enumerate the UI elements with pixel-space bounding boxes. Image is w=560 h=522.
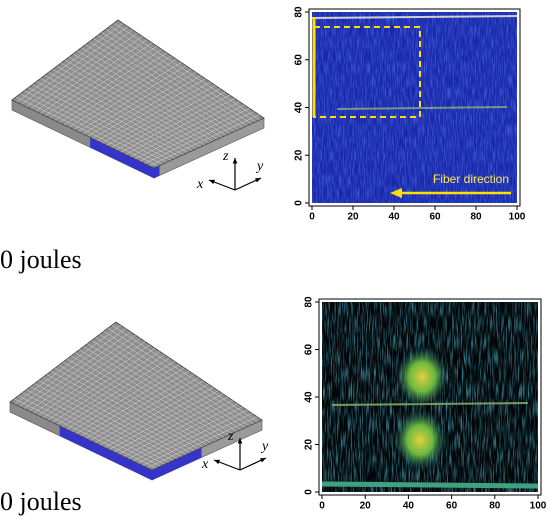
mesh-line bbox=[30, 386, 174, 461]
y-tick-label: 20 bbox=[304, 439, 315, 451]
mesh-line bbox=[68, 56, 214, 142]
mesh-line bbox=[26, 389, 170, 463]
mesh-line bbox=[58, 364, 203, 448]
x-tick-label: 20 bbox=[360, 501, 372, 512]
y-tick-label: 0 bbox=[294, 200, 305, 206]
mesh-line bbox=[28, 87, 172, 161]
plate-top bbox=[9, 321, 263, 471]
axis-label: y bbox=[260, 439, 269, 454]
y-tick-label: 80 bbox=[294, 6, 305, 18]
y-tick-label: 60 bbox=[304, 344, 315, 356]
mesh-line bbox=[22, 392, 165, 465]
mesh-line bbox=[113, 22, 260, 121]
y-tick-label: 40 bbox=[304, 391, 315, 403]
mesh-line bbox=[103, 331, 250, 426]
x-tick-label: 80 bbox=[470, 212, 482, 223]
x-tick-label: 100 bbox=[509, 212, 526, 223]
mesh-line bbox=[13, 398, 157, 469]
mesh-line bbox=[81, 47, 227, 136]
y-tick-label: 0 bbox=[304, 489, 315, 495]
triad-head bbox=[255, 178, 261, 183]
axis-label: x bbox=[201, 457, 209, 472]
mesh-line bbox=[107, 327, 254, 425]
mesh-line bbox=[50, 371, 195, 451]
mesh-line bbox=[105, 29, 252, 124]
mesh-line bbox=[85, 44, 231, 134]
mesh-line bbox=[77, 50, 222, 138]
damage-blob bbox=[396, 347, 448, 407]
x-tick-label: 0 bbox=[319, 501, 325, 512]
mesh-line bbox=[64, 59, 210, 144]
mesh-line bbox=[89, 41, 235, 132]
x-tick-label: 80 bbox=[489, 501, 501, 512]
scan-edge bbox=[321, 481, 539, 489]
mesh-line bbox=[34, 383, 178, 459]
region-box bbox=[313, 26, 421, 118]
mesh-line bbox=[99, 334, 246, 428]
damage bbox=[90, 137, 160, 178]
mesh-line bbox=[54, 367, 199, 450]
triad-head bbox=[260, 458, 266, 463]
y-tick-label: 80 bbox=[304, 296, 315, 308]
triad-head bbox=[214, 459, 220, 465]
mesh-line bbox=[111, 324, 258, 423]
mesh-line bbox=[24, 90, 167, 163]
y-tick-label: 20 bbox=[294, 149, 305, 161]
mesh-line bbox=[60, 62, 205, 146]
mesh-line bbox=[42, 377, 186, 455]
x-tick-label: 60 bbox=[446, 501, 458, 512]
mesh-line bbox=[38, 380, 182, 457]
plate-top bbox=[11, 19, 265, 169]
mesh-line bbox=[18, 395, 161, 467]
mesh-line bbox=[91, 340, 237, 432]
annotation: Fiber direction bbox=[433, 172, 509, 186]
damage-blob bbox=[394, 410, 446, 470]
triad-head bbox=[232, 158, 238, 164]
mesh-line bbox=[46, 374, 191, 453]
mesh-line bbox=[101, 32, 248, 126]
x-tick-label: 0 bbox=[309, 212, 315, 223]
x-tick-label: 40 bbox=[388, 212, 400, 223]
mesh-line bbox=[93, 38, 239, 130]
y-tick-label: 60 bbox=[294, 54, 305, 66]
axis-label: z bbox=[227, 429, 234, 444]
triad-head bbox=[237, 438, 243, 444]
row-label: 0 joules bbox=[0, 245, 82, 274]
mesh-line bbox=[44, 75, 188, 153]
mesh-line bbox=[75, 352, 220, 440]
x-tick-label: 100 bbox=[530, 501, 547, 512]
scan-edge bbox=[311, 15, 518, 19]
damage bbox=[59, 425, 202, 480]
delam-line bbox=[336, 106, 508, 110]
x-tick-label: 60 bbox=[429, 212, 441, 223]
row-label: 0 joules bbox=[0, 487, 82, 516]
mesh-line bbox=[71, 355, 216, 442]
fiber-arrow-head bbox=[390, 188, 402, 198]
mesh-line bbox=[109, 25, 256, 123]
mesh-line bbox=[62, 361, 208, 446]
mesh-line bbox=[20, 93, 163, 165]
x-tick-label: 40 bbox=[403, 501, 415, 512]
mesh-line bbox=[36, 81, 180, 157]
mesh-line bbox=[87, 343, 233, 434]
mesh-line bbox=[48, 72, 193, 151]
axis-label: z bbox=[222, 149, 229, 164]
x-tick-label: 20 bbox=[347, 212, 359, 223]
mesh-line bbox=[73, 53, 218, 140]
axis-label: y bbox=[255, 159, 264, 174]
triad-head bbox=[209, 179, 215, 185]
axis-label: x bbox=[196, 177, 204, 192]
mesh-line bbox=[15, 96, 159, 167]
y-tick-label: 40 bbox=[294, 102, 305, 114]
mesh-line bbox=[83, 346, 229, 436]
mesh-line bbox=[56, 65, 201, 148]
mesh-line bbox=[40, 78, 184, 155]
mesh-line bbox=[52, 69, 197, 149]
mesh-line bbox=[79, 349, 225, 438]
mesh-line bbox=[95, 337, 241, 430]
mesh-line bbox=[66, 358, 212, 444]
mesh-line bbox=[97, 35, 243, 128]
mesh-line bbox=[32, 84, 176, 159]
